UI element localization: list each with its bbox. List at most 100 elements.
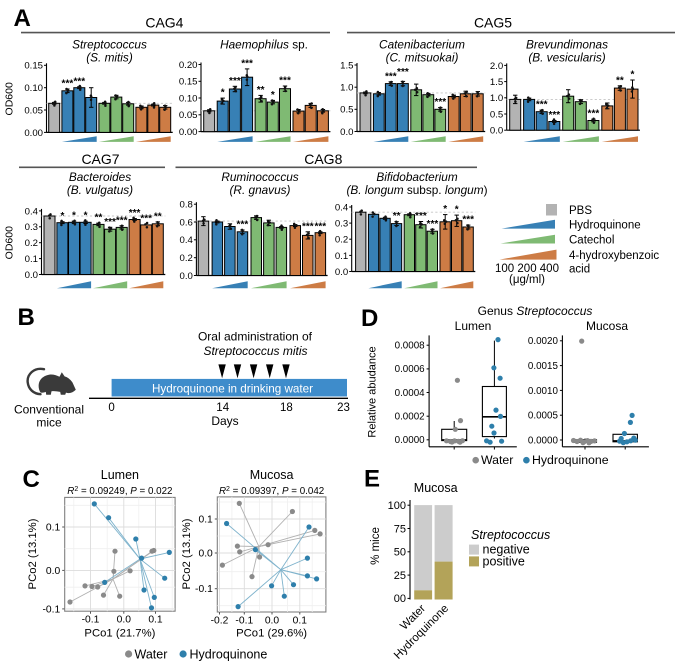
svg-text:0.1: 0.1 (198, 515, 213, 526)
svg-text:0.4: 0.4 (335, 202, 349, 213)
svg-text:0.1: 0.1 (335, 251, 348, 262)
svg-text:***: *** (427, 219, 439, 230)
svg-text:positive: positive (483, 554, 525, 568)
svg-text:Catechol: Catechol (569, 235, 614, 247)
svg-text:0: 0 (108, 402, 114, 414)
svg-text:-0.1: -0.1 (195, 584, 213, 595)
svg-text:0.0000: 0.0000 (528, 435, 559, 446)
svg-text:Lumen: Lumen (101, 468, 139, 482)
svg-text:Oral administration of: Oral administration of (198, 330, 313, 344)
svg-text:0.0008: 0.0008 (395, 341, 426, 352)
svg-text:D: D (361, 305, 378, 332)
svg-text:25: 25 (394, 570, 406, 582)
svg-text:CAG4: CAG4 (145, 15, 183, 31)
svg-text:***: *** (116, 215, 128, 226)
svg-text:***: *** (279, 76, 291, 87)
svg-text:0.0: 0.0 (25, 270, 38, 281)
svg-text:0.0: 0.0 (198, 549, 213, 560)
svg-text:Hydroquinone: Hydroquinone (569, 220, 641, 232)
svg-text:*: * (631, 70, 635, 81)
svg-text:0.6: 0.6 (180, 217, 193, 228)
svg-text:***: *** (229, 76, 241, 87)
svg-text:(R. gnavus): (R. gnavus) (230, 183, 291, 197)
svg-text:PCo1 (29.6%): PCo1 (29.6%) (236, 628, 307, 640)
svg-text:negative: negative (483, 543, 530, 557)
svg-text:18: 18 (280, 402, 293, 414)
svg-text:0.1: 0.1 (25, 254, 38, 265)
svg-text:-0.2: -0.2 (211, 616, 229, 627)
svg-text:0.3: 0.3 (25, 222, 38, 233)
svg-text:0.10: 0.10 (179, 94, 198, 105)
svg-text:-0.1: -0.1 (82, 615, 100, 626)
svg-text:B: B (18, 304, 35, 331)
svg-text:Conventional: Conventional (14, 403, 84, 417)
svg-text:0.0004: 0.0004 (395, 388, 426, 399)
svg-text:*: * (221, 88, 225, 99)
svg-text:*: * (60, 211, 64, 222)
svg-text:acid: acid (569, 264, 590, 276)
svg-text:*: * (455, 205, 459, 216)
svg-text:0.0: 0.0 (46, 566, 61, 577)
svg-text:Streptococcus: Streptococcus (471, 528, 550, 542)
svg-text:(B. vesicularis): (B. vesicularis) (528, 51, 605, 65)
svg-text:**: ** (154, 211, 162, 222)
svg-text:***: *** (462, 215, 474, 226)
svg-text:0.0002: 0.0002 (395, 412, 425, 423)
svg-text:*: * (271, 90, 275, 101)
svg-text:C: C (23, 466, 40, 493)
svg-text:Mucosa: Mucosa (250, 468, 294, 482)
svg-text:1.0: 1.0 (340, 83, 353, 94)
svg-text:Mucosa: Mucosa (414, 481, 458, 495)
svg-text:Days: Days (211, 414, 238, 428)
svg-text:1.5: 1.5 (490, 77, 503, 88)
svg-text:Ruminococcus: Ruminococcus (221, 170, 298, 184)
svg-text:***: *** (129, 208, 141, 219)
svg-text:0.0015: 0.0015 (528, 361, 559, 372)
svg-text:Bifidobacterium: Bifidobacterium (376, 170, 457, 184)
svg-text:(B. longum subsp. longum): (B. longum subsp. longum) (347, 183, 488, 197)
svg-text:14: 14 (216, 402, 229, 414)
svg-text:Hydroquinone: Hydroquinone (190, 648, 268, 662)
svg-text:0.0010: 0.0010 (528, 386, 559, 397)
svg-text:***: *** (302, 221, 314, 232)
svg-text:0.00: 0.00 (179, 127, 198, 138)
svg-text:Genus Streptococcus: Genus Streptococcus (478, 304, 593, 318)
svg-text:50: 50 (394, 547, 406, 559)
svg-text:***: *** (415, 211, 427, 222)
svg-text:0.4: 0.4 (180, 235, 194, 246)
svg-text:***: *** (536, 100, 548, 111)
svg-text:***: *** (62, 79, 74, 90)
svg-text:100: 100 (388, 500, 406, 512)
svg-text:0.00: 0.00 (24, 128, 43, 139)
svg-text:**: ** (257, 85, 265, 96)
svg-text:***: *** (140, 214, 152, 225)
svg-text:1.5: 1.5 (340, 60, 353, 71)
svg-text:0.10: 0.10 (24, 83, 43, 94)
svg-text:0.4: 0.4 (25, 206, 39, 217)
svg-text:Lumen: Lumen (455, 319, 492, 333)
svg-text:0.0005: 0.0005 (528, 411, 559, 422)
svg-text:***: *** (397, 67, 409, 78)
svg-text:PCo2 (13.1%): PCo2 (13.1%) (27, 518, 39, 589)
svg-text:0.0: 0.0 (490, 126, 503, 137)
svg-text:0.8: 0.8 (180, 200, 193, 211)
svg-text:0.2: 0.2 (25, 238, 38, 249)
svg-text:0.0000: 0.0000 (395, 435, 426, 446)
svg-text:(B. vulgatus): (B. vulgatus) (67, 183, 133, 197)
svg-text:***: *** (73, 76, 85, 87)
svg-text:***: *** (241, 58, 253, 69)
svg-text:*: * (84, 211, 88, 222)
svg-text:0.15: 0.15 (24, 61, 43, 72)
svg-text:Mucosa: Mucosa (586, 319, 628, 333)
svg-text:0.3: 0.3 (335, 219, 348, 230)
svg-text:23: 23 (337, 402, 350, 414)
svg-text:0.0: 0.0 (117, 615, 132, 626)
svg-text:Hydroquinone in drinking water: Hydroquinone in drinking water (152, 383, 313, 396)
svg-text:*: * (443, 204, 447, 215)
svg-text:0.05: 0.05 (24, 105, 43, 116)
svg-text:0.2: 0.2 (335, 235, 348, 246)
svg-text:**: ** (616, 75, 624, 86)
svg-text:***: *** (434, 97, 446, 108)
svg-text:-0.1: -0.1 (42, 604, 60, 615)
svg-text:0.1: 0.1 (46, 523, 61, 534)
